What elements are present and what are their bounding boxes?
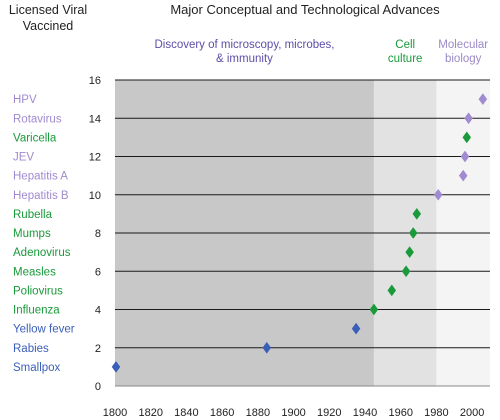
data-point-0 bbox=[111, 360, 121, 373]
y-tick-label-8: 8 bbox=[95, 228, 101, 240]
vaccine-labels: Smallpox Rabies Yellow fever Influenza Polio… bbox=[13, 94, 75, 374]
y-tick-label-2: 2 bbox=[95, 343, 101, 355]
era-label-2-line1: Molecular bbox=[438, 39, 488, 51]
data-point-6 bbox=[405, 246, 414, 259]
x-tick-label-1940: 1940 bbox=[353, 407, 377, 419]
vaccine-label-5: Measles bbox=[13, 266, 56, 278]
data-point-12 bbox=[462, 131, 472, 144]
x-tick-label-2000: 2000 bbox=[460, 407, 484, 419]
y-tick-label-10: 10 bbox=[89, 190, 101, 202]
vaccine-label-1: Rabies bbox=[13, 343, 49, 355]
vaccine-label-2: Yellow fever bbox=[13, 324, 75, 336]
era-label-2-line2: biology bbox=[445, 53, 482, 65]
vaccine-label-4: Poliovirus bbox=[13, 285, 63, 297]
x-tick-label-1920: 1920 bbox=[317, 407, 341, 419]
x-tick-label-1800: 1800 bbox=[103, 407, 127, 419]
vaccine-label-7: Mumps bbox=[13, 228, 51, 240]
data-point-4 bbox=[387, 284, 397, 297]
x-tick-label-1820: 1820 bbox=[138, 407, 162, 419]
data-point-5 bbox=[401, 265, 411, 278]
x-tick-label-1900: 1900 bbox=[281, 407, 305, 419]
era-label-1-line1: Cell bbox=[395, 39, 415, 51]
data-point-9 bbox=[433, 188, 443, 201]
y-tick-label-16: 16 bbox=[89, 75, 101, 87]
gridlines bbox=[115, 79, 490, 349]
y-tick-label-4: 4 bbox=[95, 305, 101, 317]
chart-title: Major Conceptual and Technological Advan… bbox=[170, 2, 440, 17]
y-tick-label-14: 14 bbox=[89, 113, 101, 125]
left-heading-line2: Vaccined bbox=[23, 19, 74, 33]
data-point-3 bbox=[369, 303, 379, 316]
era-label-0-line1: Discovery of microscopy, microbes, bbox=[154, 39, 334, 51]
axes: 0 2 4 6 8 10 12 14 16 1800 1820 1840 1860 1880 1900 192… bbox=[89, 75, 490, 419]
x-tick-label-1880: 1880 bbox=[246, 407, 270, 419]
y-tick-label-0: 0 bbox=[95, 381, 101, 393]
x-tick-label-1980: 1980 bbox=[424, 407, 448, 419]
data-point-10 bbox=[458, 169, 468, 182]
y-tick-label-12: 12 bbox=[89, 152, 101, 164]
data-points bbox=[111, 93, 488, 373]
vaccine-label-13: Rotavirus bbox=[13, 113, 62, 125]
vaccine-label-8: Rubella bbox=[13, 209, 53, 221]
data-point-14 bbox=[478, 93, 488, 106]
vaccine-label-14: HPV bbox=[13, 94, 37, 106]
vaccine-label-11: JEV bbox=[13, 152, 34, 164]
vaccine-label-10: Hepatitis A bbox=[13, 171, 68, 183]
era-label-0-line2: & immunity bbox=[216, 53, 273, 65]
vaccine-label-6: Adenovirus bbox=[13, 247, 71, 259]
era-label-1-line2: culture bbox=[388, 53, 423, 65]
vaccine-label-9: Hepatitis B bbox=[13, 190, 69, 202]
data-point-11 bbox=[460, 150, 470, 163]
x-tick-label-1960: 1960 bbox=[388, 407, 412, 419]
data-point-2 bbox=[351, 322, 361, 335]
x-tick-label-1840: 1840 bbox=[174, 407, 198, 419]
vaccine-label-0: Smallpox bbox=[13, 362, 61, 374]
vaccine-label-12: Varicella bbox=[13, 132, 57, 144]
data-point-7 bbox=[408, 227, 418, 239]
era-labels: Discovery of microscopy, microbes, & immu… bbox=[154, 39, 488, 65]
x-tick-label-1860: 1860 bbox=[210, 407, 234, 419]
data-point-13 bbox=[464, 112, 473, 125]
left-heading-line1: Licensed Viral bbox=[9, 3, 87, 17]
data-point-1 bbox=[262, 341, 272, 354]
data-point-8 bbox=[412, 207, 422, 220]
y-tick-label-6: 6 bbox=[95, 266, 101, 278]
vaccine-label-3: Influenza bbox=[13, 305, 60, 317]
